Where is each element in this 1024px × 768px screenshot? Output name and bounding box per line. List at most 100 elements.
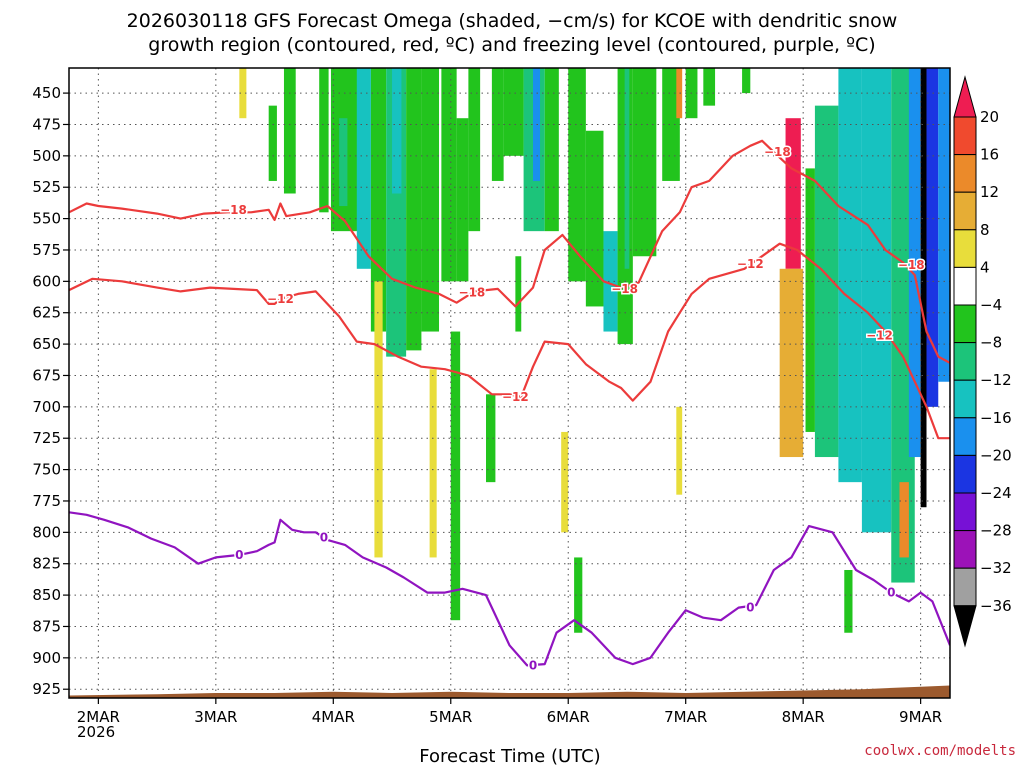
omega-region xyxy=(844,569,853,633)
colorbar-label: −20 xyxy=(980,446,1012,464)
contour-label: 0 xyxy=(320,530,328,544)
omega-region xyxy=(456,118,469,282)
omega-region xyxy=(632,68,657,257)
colorbar-swatch xyxy=(953,379,977,419)
omega-region xyxy=(515,256,522,332)
colorbar-swatch xyxy=(953,530,977,569)
y-tick-label: 800 xyxy=(32,523,61,541)
colorbar-label: −28 xyxy=(980,522,1012,540)
colorbar-label: 4 xyxy=(980,258,990,276)
colorbar-swatch xyxy=(953,116,977,156)
contour-labels: −18 −18 −18 −18 −18 −12 −12 −12 −12 0 0 0 0 0 xyxy=(219,144,927,674)
colorbar-label: 12 xyxy=(980,183,999,201)
x-tick-label: 4MAR xyxy=(312,708,355,726)
y-axis-ticks: 450 475 500 525 550 575 600 625 650 675 700 725 750 7… xyxy=(32,84,69,698)
contour-label: −18 xyxy=(459,286,486,300)
omega-region xyxy=(319,68,329,213)
contour-label: −18 xyxy=(898,258,925,272)
contour-lines xyxy=(69,139,950,667)
omega-region xyxy=(421,68,440,332)
omega-region xyxy=(468,68,481,232)
plot-frame xyxy=(68,67,951,699)
omega-region xyxy=(568,68,586,282)
colorbar-swatch xyxy=(953,492,977,532)
y-tick-label: 475 xyxy=(32,115,61,133)
omega-region xyxy=(450,331,461,621)
contour-label: 0 xyxy=(235,548,243,562)
contour-label: −18 xyxy=(611,282,638,296)
plot-area: −18 −18 −18 −18 −18 −12 −12 −12 −12 0 0 0 0 0 xyxy=(69,68,950,698)
omega-region xyxy=(283,68,296,194)
omega-region xyxy=(899,482,909,558)
y-tick-label: 575 xyxy=(32,241,61,259)
colorbar-label: 8 xyxy=(980,221,990,239)
colorbar-label: 20 xyxy=(980,108,999,126)
x-axis-label: Forecast Time (UTC) xyxy=(419,746,600,767)
omega-region xyxy=(938,68,950,382)
contour-label: 0 xyxy=(887,586,895,600)
omega-region xyxy=(585,130,604,307)
colorbar-label: −24 xyxy=(980,484,1012,502)
y-tick-label: 750 xyxy=(32,461,61,479)
y-tick-label: 925 xyxy=(32,680,61,698)
colorbar-swatch xyxy=(953,266,977,306)
omega-region xyxy=(920,68,927,508)
x-axis-year: 2026 xyxy=(77,723,115,741)
colorbar-label: 16 xyxy=(980,146,999,164)
omega-region xyxy=(676,68,683,119)
omega-region xyxy=(544,68,559,232)
y-tick-label: 550 xyxy=(32,210,61,228)
colorbar-swatch xyxy=(953,229,977,268)
contour-line-dgz_-18 xyxy=(69,139,950,364)
colorbar-label: −8 xyxy=(980,334,1002,352)
omega-region xyxy=(268,105,277,181)
omega-region xyxy=(805,168,815,432)
y-tick-label: 875 xyxy=(32,617,61,635)
colorbar-swatch xyxy=(953,342,977,381)
omega-region xyxy=(561,431,569,533)
contour-label: −12 xyxy=(866,328,893,342)
omega-region xyxy=(406,68,422,351)
terrain-fill xyxy=(69,685,950,698)
omega-region xyxy=(374,281,383,558)
omega-region xyxy=(838,68,862,483)
y-tick-label: 650 xyxy=(32,335,61,353)
contour-label: 0 xyxy=(746,601,754,615)
contour-line-freezing_level_0 xyxy=(69,511,950,667)
y-tick-label: 900 xyxy=(32,649,61,667)
x-axis-ticks: 2MAR 3MAR 4MAR 5MAR 6MAR 7MAR 8MAR 9MAR xyxy=(77,698,942,726)
credit-text: coolwx.com/modelts xyxy=(864,743,1016,759)
omega-region xyxy=(356,68,371,269)
omega-region xyxy=(429,369,437,558)
colorbar-label: −32 xyxy=(980,559,1012,577)
contour-label: −18 xyxy=(764,145,791,159)
colorbar-swatch xyxy=(953,191,977,231)
x-tick-label: 7MAR xyxy=(664,708,707,726)
y-tick-label: 675 xyxy=(32,366,61,384)
y-tick-label: 850 xyxy=(32,586,61,604)
colorbar-top-arrow xyxy=(953,75,977,118)
omega-region xyxy=(814,105,839,458)
omega-region xyxy=(703,68,716,106)
contour-label: −12 xyxy=(737,257,764,271)
grid-lines xyxy=(69,68,950,698)
x-tick-label: 2MAR xyxy=(77,708,120,726)
colorbar: 20 16 12 8 4 −4 −8 −12 −16 −20 −24 −28 −32 −36 xyxy=(953,75,1012,648)
y-tick-label: 600 xyxy=(32,272,61,290)
contour-line-dgz_-12 xyxy=(69,242,950,440)
y-tick-label: 450 xyxy=(32,84,61,102)
colorbar-label: −12 xyxy=(980,371,1012,389)
x-tick-label: 6MAR xyxy=(547,708,590,726)
y-tick-label: 500 xyxy=(32,147,61,165)
omega-region xyxy=(603,231,618,332)
y-tick-label: 625 xyxy=(32,304,61,322)
chart-title-line2: growth region (contoured, red, ºC) and f… xyxy=(148,34,875,56)
y-tick-label: 725 xyxy=(32,429,61,447)
omega-region xyxy=(742,68,751,94)
omega-region xyxy=(861,68,892,533)
omega-region xyxy=(926,68,939,407)
colorbar-label: −4 xyxy=(980,296,1002,314)
omega-region xyxy=(370,68,387,332)
omega-region xyxy=(624,68,630,269)
